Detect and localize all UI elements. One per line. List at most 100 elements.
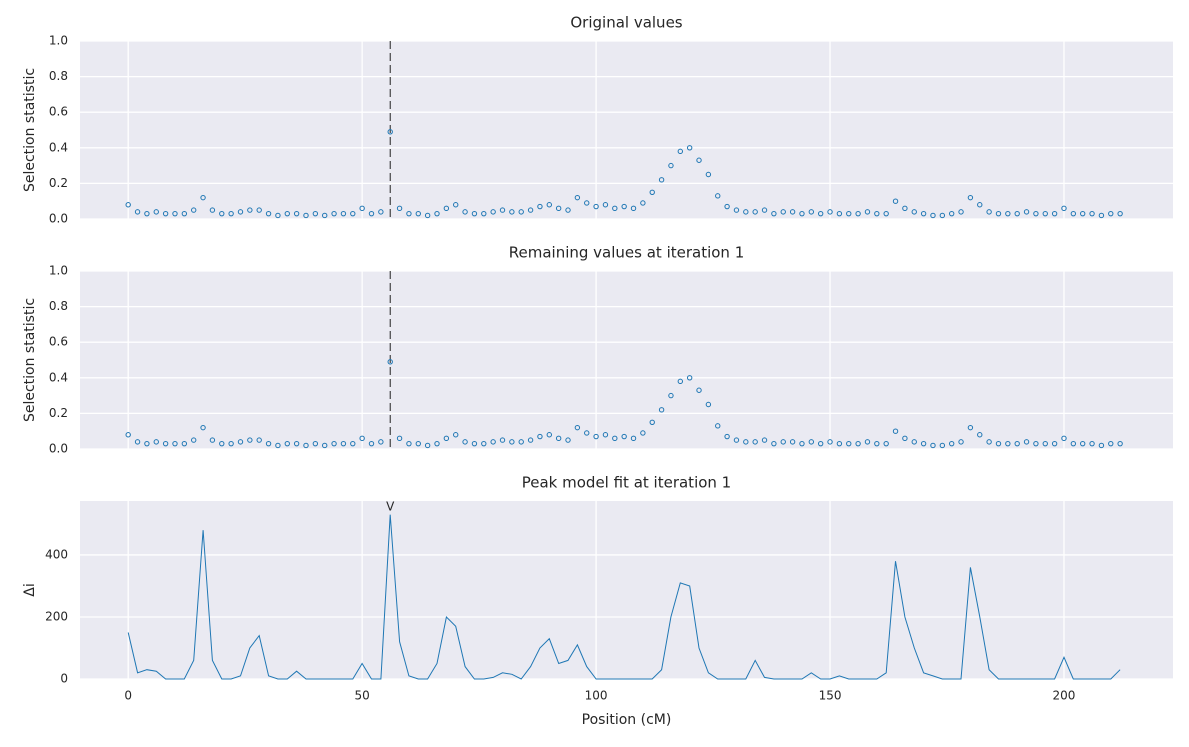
point <box>743 439 749 445</box>
point <box>1079 440 1086 447</box>
point <box>593 433 599 440</box>
point <box>602 432 609 438</box>
x-tick-label: 50 <box>354 689 369 703</box>
point <box>930 442 936 449</box>
point <box>986 209 992 215</box>
point <box>527 207 534 213</box>
point <box>434 210 440 217</box>
point <box>490 439 496 445</box>
point <box>864 209 871 215</box>
panel-title: Original values <box>570 14 682 32</box>
point <box>509 209 515 215</box>
point <box>237 439 244 445</box>
point <box>350 440 356 447</box>
point <box>724 433 730 440</box>
point <box>920 210 927 217</box>
point <box>162 440 169 447</box>
point <box>190 207 197 213</box>
point <box>1070 440 1077 447</box>
y-axis-label: Selection statistic <box>22 68 38 192</box>
point <box>967 424 974 431</box>
point <box>518 439 524 445</box>
point <box>153 439 159 445</box>
point <box>799 210 805 217</box>
point <box>799 440 805 447</box>
point <box>209 437 216 443</box>
x-tick-label: 150 <box>819 689 842 703</box>
point <box>453 432 459 438</box>
point <box>995 440 1002 447</box>
point <box>864 439 871 445</box>
point <box>162 210 169 217</box>
point <box>780 439 786 445</box>
point <box>537 203 543 210</box>
point <box>293 210 300 217</box>
point <box>303 212 309 219</box>
annotation: V <box>386 500 395 514</box>
point <box>312 210 319 217</box>
point <box>312 440 319 447</box>
point <box>1042 440 1048 447</box>
point <box>1117 210 1123 217</box>
y-tick-label: 0 <box>60 672 68 686</box>
point <box>219 210 225 217</box>
point <box>555 205 562 212</box>
point <box>584 430 590 436</box>
point <box>368 210 375 217</box>
point <box>1014 210 1020 217</box>
point <box>387 129 393 135</box>
point <box>1089 440 1095 447</box>
point <box>378 209 384 215</box>
point <box>621 203 627 210</box>
point <box>190 437 197 443</box>
point <box>1117 440 1123 447</box>
point <box>1051 440 1058 447</box>
point <box>471 210 478 217</box>
point <box>1061 435 1067 442</box>
point <box>836 440 843 447</box>
point <box>883 440 889 447</box>
point <box>322 212 328 219</box>
point <box>415 210 421 217</box>
point <box>995 210 1002 217</box>
point <box>649 189 655 196</box>
point <box>144 440 150 447</box>
point <box>733 437 740 443</box>
point <box>406 210 412 217</box>
point <box>200 194 206 201</box>
point <box>406 440 412 447</box>
point <box>836 210 843 217</box>
point <box>677 378 684 385</box>
point <box>359 205 365 212</box>
point <box>462 439 468 445</box>
point <box>490 209 496 215</box>
point <box>172 210 178 217</box>
point <box>125 202 131 208</box>
point <box>200 424 206 431</box>
point <box>761 207 768 213</box>
y-tick-label: 0.2 <box>49 406 68 420</box>
point <box>939 212 946 219</box>
point <box>630 435 637 442</box>
point <box>499 207 506 213</box>
point <box>612 435 618 442</box>
point <box>939 442 946 449</box>
point <box>537 433 543 440</box>
point <box>153 209 159 215</box>
point <box>350 210 356 217</box>
point <box>499 437 506 443</box>
y-tick-label: 1.0 <box>49 34 68 48</box>
point <box>827 209 833 215</box>
point <box>1023 439 1030 445</box>
point <box>930 212 936 219</box>
point <box>892 428 899 434</box>
y-tick-label: 0.6 <box>49 335 68 349</box>
point <box>771 210 777 217</box>
point <box>125 432 131 438</box>
point <box>247 437 253 443</box>
point <box>378 439 384 445</box>
point <box>1033 440 1039 447</box>
point <box>237 209 244 215</box>
point <box>1033 210 1039 217</box>
point <box>1108 440 1114 447</box>
